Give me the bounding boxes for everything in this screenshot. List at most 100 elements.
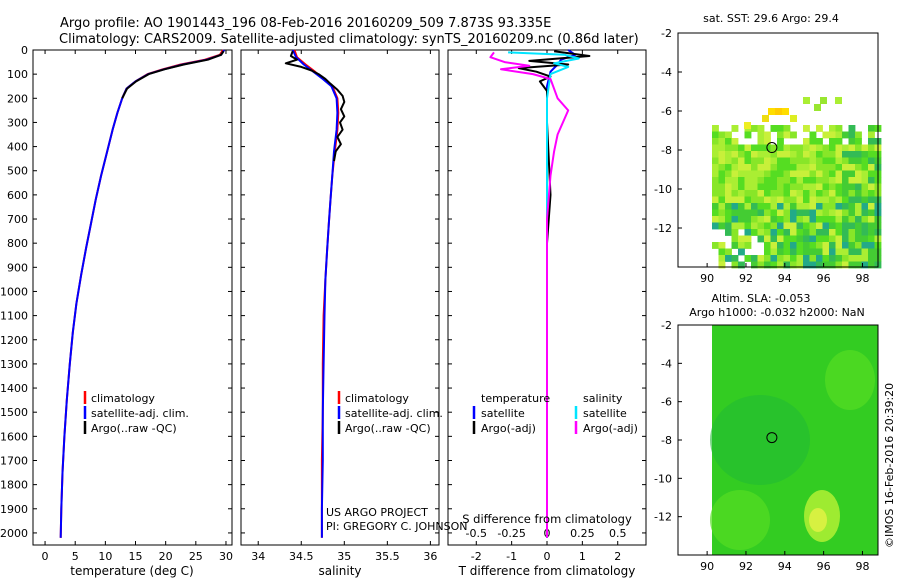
sla-field-patch [710, 395, 810, 485]
sst-cell [751, 196, 758, 204]
sst-cell [855, 177, 862, 184]
sst-cell [829, 151, 836, 158]
sst-cell [835, 151, 843, 158]
sst-cell [848, 138, 856, 145]
sst-cell [725, 138, 732, 145]
sst-cell [738, 235, 745, 243]
sst-cell [738, 144, 745, 152]
map-x-tick-label: 98 [855, 560, 869, 573]
sst-cell [790, 115, 797, 122]
sst-cell [725, 248, 732, 256]
sst-cell [796, 248, 804, 256]
sst-cell [777, 222, 784, 230]
y-tick-label: 1900 [0, 503, 28, 516]
sst-cell [777, 170, 784, 178]
sst-cell [809, 151, 817, 158]
sst-cell [738, 190, 745, 197]
sst-cell [790, 248, 797, 256]
sst-float-marker [766, 142, 778, 154]
sst-cell [790, 261, 797, 269]
sst-cell [790, 203, 797, 210]
sst-cell [783, 255, 791, 262]
sst-cell [718, 157, 726, 165]
sst-cell [764, 209, 771, 217]
sst-cell [809, 209, 817, 217]
sst-cell [848, 151, 856, 158]
sst-cell [777, 183, 784, 191]
sst-cell [868, 190, 875, 197]
sst-cell [842, 131, 849, 139]
sst-cell [868, 151, 875, 158]
sst-cell [790, 222, 797, 230]
sst-cell [835, 235, 843, 243]
sst-cell [757, 209, 765, 217]
sst-cell [835, 131, 843, 139]
salinity-axis-label: salinity [318, 564, 361, 578]
sst-cell [770, 229, 778, 236]
sst-cell [770, 216, 778, 223]
sst-cell [777, 144, 784, 152]
y-tick-label: 2000 [0, 527, 28, 540]
sst-cell [796, 177, 804, 184]
sst-cell [764, 170, 771, 178]
sst-cell [777, 157, 784, 165]
sst-cell [757, 216, 765, 223]
sst-cell [829, 209, 836, 217]
sst-cell [718, 242, 726, 249]
sst-cell [731, 183, 739, 191]
sst-cell [796, 196, 804, 204]
sst-cell [783, 209, 791, 217]
sst-cell [809, 216, 817, 223]
sst-cell [796, 157, 804, 165]
sst-cell [764, 157, 771, 165]
sst-cell [738, 170, 745, 178]
sst-cell [796, 261, 804, 269]
sst-cell [718, 138, 726, 145]
sst-cell [796, 209, 804, 217]
sst-cell [816, 196, 823, 204]
sst-cell [816, 164, 823, 171]
sst-cell [738, 242, 745, 249]
sst-cell [712, 190, 719, 197]
x-tick-label: 0 [42, 550, 49, 563]
sst-cell [848, 235, 856, 243]
sst-cell [731, 170, 739, 178]
sst-cell [770, 255, 778, 262]
y-tick-label: 1500 [0, 406, 28, 419]
sst-cell [868, 261, 875, 269]
sst-cell [770, 242, 778, 249]
y-tick-label: 600 [7, 189, 28, 202]
sst-cell [777, 255, 784, 262]
sst-cell [835, 196, 843, 204]
sst-cell [809, 183, 817, 191]
sst-cell [842, 203, 849, 210]
sst-cell [803, 125, 810, 132]
sst-cell [816, 248, 823, 256]
sst-cell [757, 138, 765, 145]
sst-cell [762, 115, 769, 122]
sst-cell [783, 229, 791, 236]
sst-cell [777, 131, 784, 139]
sst-cell [751, 261, 758, 269]
sst-cell [770, 151, 778, 158]
legend-label-temp-argo: Argo(-adj) [481, 422, 536, 435]
sst-cell [744, 222, 752, 230]
sst-cell [803, 255, 810, 262]
map-x-tick-label: 96 [817, 560, 831, 573]
sst-cell [829, 255, 836, 262]
sst-cell [816, 222, 823, 230]
sst-cell [848, 216, 856, 223]
sst-cell [731, 222, 739, 230]
map-y-tick-label: -2 [661, 27, 672, 40]
sst-cell [764, 216, 771, 223]
sst-cell [751, 216, 758, 223]
sst-cell [822, 222, 830, 230]
t-difference-axis-label: T difference from climatology [458, 564, 636, 578]
sst-cell [816, 183, 823, 191]
sst-cell [855, 235, 862, 243]
sst-cell [768, 108, 775, 115]
sst-cell [842, 196, 849, 204]
sst-cell [822, 157, 830, 165]
sst-cell [757, 196, 765, 204]
sst-cell [842, 190, 849, 197]
